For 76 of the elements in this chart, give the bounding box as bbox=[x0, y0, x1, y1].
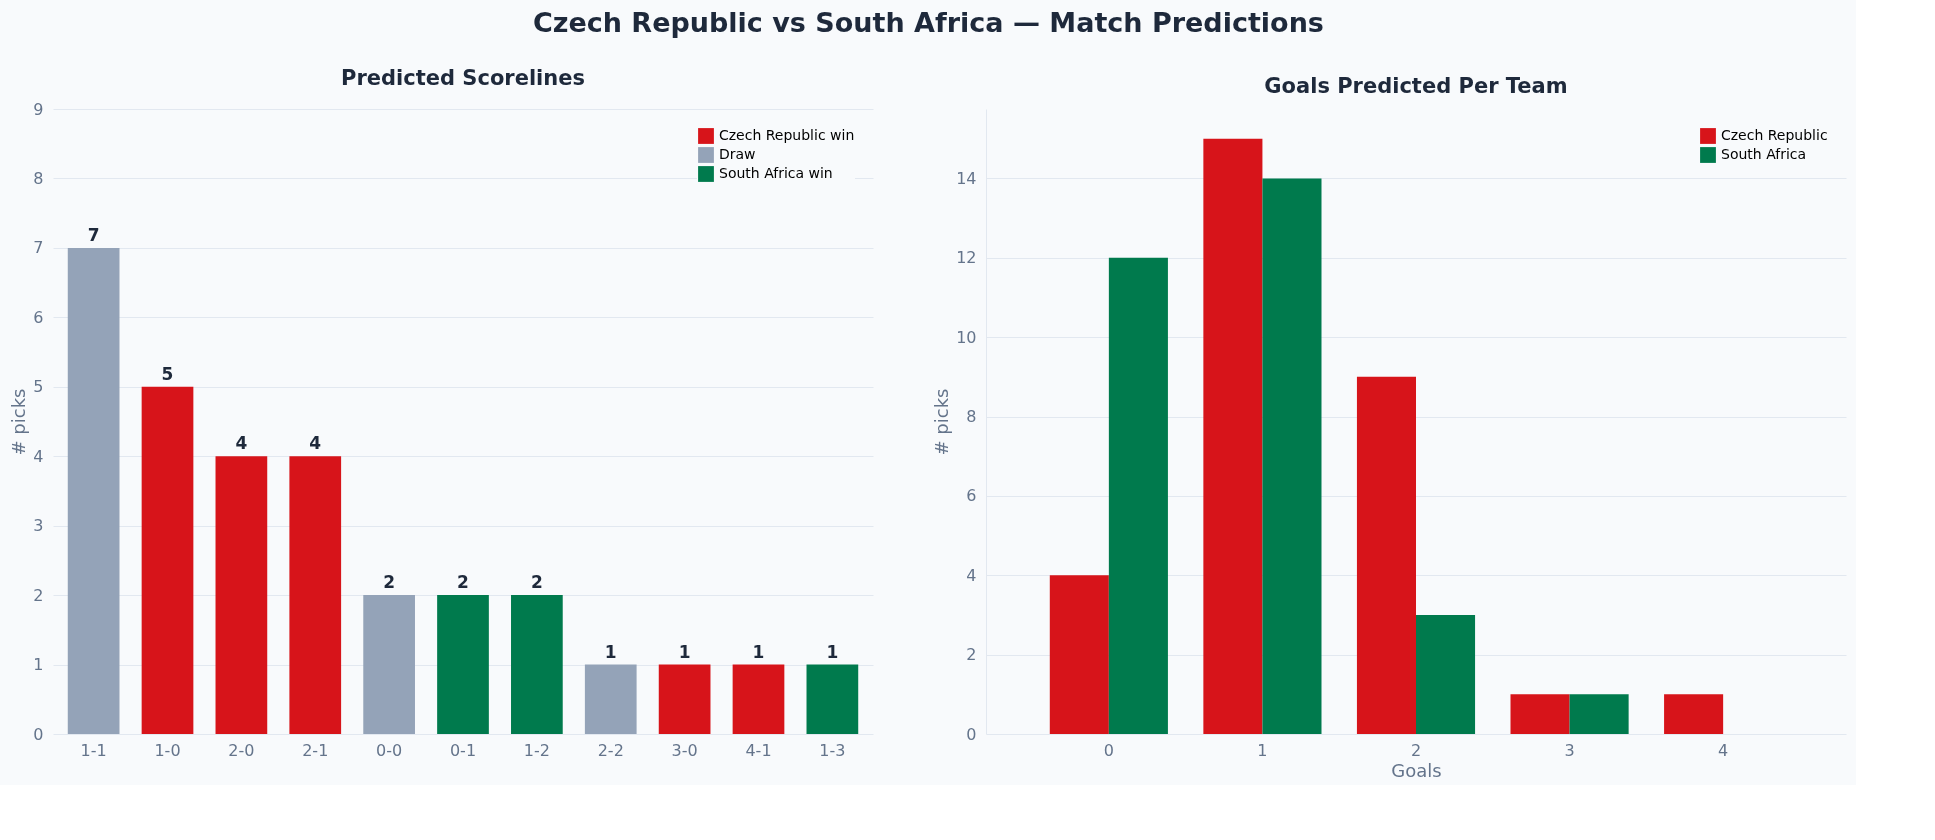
bar bbox=[511, 595, 563, 734]
y-tick-label: 12 bbox=[956, 248, 977, 268]
data-label: 2 bbox=[530, 572, 543, 593]
bar bbox=[141, 386, 194, 734]
y-tick-label: 14 bbox=[956, 168, 977, 188]
y-tick-label: 10 bbox=[956, 327, 977, 347]
x-tick-label: 1-2 bbox=[523, 740, 550, 760]
legend-label: South Africa bbox=[1721, 146, 1807, 162]
legend-label: Czech Republic win bbox=[719, 127, 855, 143]
x-tick-label: 1-0 bbox=[154, 740, 181, 760]
x-tick-label: 2 bbox=[1410, 740, 1422, 760]
data-label: 4 bbox=[309, 433, 322, 454]
x-tick-label: 2-2 bbox=[597, 740, 624, 760]
y-tick-label: 5 bbox=[33, 377, 44, 397]
x-tick-label: 4-1 bbox=[745, 740, 772, 760]
x-tick-label: 0-1 bbox=[449, 740, 477, 760]
data-label: 1 bbox=[752, 641, 765, 662]
bar bbox=[658, 664, 711, 734]
y-tick-label: 8 bbox=[33, 168, 44, 188]
bar bbox=[806, 664, 859, 734]
y-tick-label: 9 bbox=[33, 99, 44, 119]
bar bbox=[732, 664, 785, 734]
y-tick-label: 2 bbox=[966, 645, 977, 665]
x-tick-label: 4 bbox=[1718, 740, 1729, 760]
x-tick-label: 1 bbox=[1257, 740, 1268, 760]
x-tick-label: 0 bbox=[1103, 740, 1114, 760]
bar bbox=[1356, 376, 1416, 734]
x-tick-label: 2-1 bbox=[302, 740, 329, 760]
legend-label: Draw bbox=[719, 146, 756, 162]
y-tick-label: 7 bbox=[33, 238, 44, 258]
y-tick-label: 1 bbox=[33, 655, 44, 675]
x-tick-label: 2-0 bbox=[228, 740, 255, 760]
x-tick-label: 1-3 bbox=[819, 740, 846, 760]
y-tick-label: 8 bbox=[966, 407, 977, 427]
bar bbox=[1262, 178, 1322, 734]
y-axis-title: # picks bbox=[931, 388, 953, 456]
data-label: 2 bbox=[383, 572, 396, 593]
x-axis-title: Goals bbox=[1391, 759, 1442, 781]
bar bbox=[67, 247, 120, 734]
y-axis-title: # picks bbox=[8, 388, 30, 456]
data-label: 4 bbox=[235, 433, 248, 454]
bar bbox=[584, 664, 637, 734]
data-label: 5 bbox=[161, 363, 174, 384]
bar bbox=[289, 456, 342, 734]
chart-title: Predicted Scorelines bbox=[341, 66, 585, 90]
data-label: 1 bbox=[678, 641, 691, 662]
legend-label: South Africa win bbox=[719, 165, 833, 181]
legend-label: Czech Republic bbox=[1721, 127, 1828, 143]
bar bbox=[1510, 694, 1570, 734]
y-tick-label: 2 bbox=[33, 585, 44, 605]
bar bbox=[1569, 694, 1629, 734]
y-tick-label: 6 bbox=[33, 307, 44, 327]
chart-title: Goals Predicted Per Team bbox=[1264, 74, 1568, 98]
bar bbox=[1203, 138, 1263, 734]
y-tick-label: 4 bbox=[966, 565, 977, 585]
bar bbox=[1108, 257, 1168, 734]
y-tick-label: 0 bbox=[33, 724, 44, 744]
data-label: 1 bbox=[604, 641, 617, 662]
data-label: 2 bbox=[457, 572, 469, 593]
y-tick-label: 0 bbox=[966, 724, 977, 744]
x-tick-label: 3-0 bbox=[671, 740, 698, 760]
bar bbox=[1049, 575, 1109, 734]
data-label: 7 bbox=[87, 224, 100, 245]
bar bbox=[363, 595, 415, 734]
text: Czech Republic vs South Africa — Match Predictions bbox=[532, 7, 1324, 38]
bar bbox=[1416, 614, 1476, 734]
x-tick-label: 3 bbox=[1564, 740, 1575, 760]
y-tick-label: 3 bbox=[33, 516, 44, 536]
bar bbox=[437, 595, 489, 734]
x-tick-label: 1-1 bbox=[80, 740, 107, 760]
y-tick-label: 4 bbox=[33, 446, 44, 466]
data-label: 1 bbox=[826, 641, 839, 662]
y-tick-label: 6 bbox=[966, 486, 977, 506]
x-tick-label: 0-0 bbox=[376, 740, 403, 760]
bar bbox=[215, 456, 268, 734]
bar bbox=[1664, 694, 1724, 734]
